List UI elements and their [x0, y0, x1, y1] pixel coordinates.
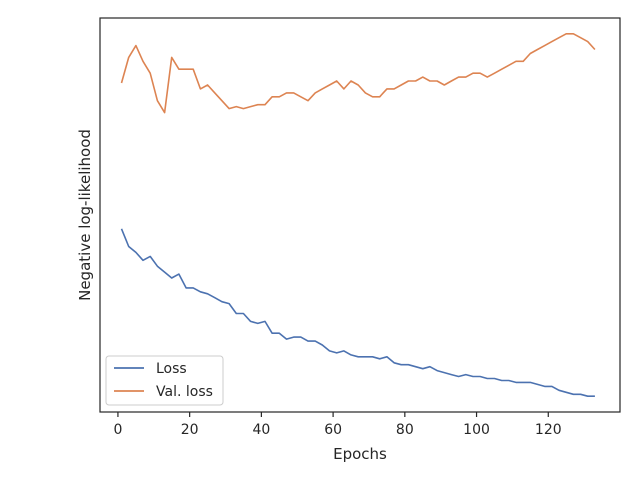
x-axis: 0 20 40 60 80 100 120: [113, 412, 562, 438]
x-tick-label: 40: [252, 422, 270, 438]
x-tick-label: 120: [535, 422, 562, 438]
y-axis-label: Negative log-likelihood: [76, 129, 94, 301]
x-axis-label: Epochs: [333, 445, 387, 463]
series-line-val-loss: [120, 32, 596, 114]
plot-area: [99, 17, 621, 413]
x-tick-label: 100: [463, 422, 490, 438]
legend-label-val-loss: Val. loss: [156, 384, 213, 400]
x-tick-label: 80: [396, 422, 414, 438]
series-lines: [120, 32, 596, 398]
legend-label-loss: Loss: [156, 361, 187, 377]
x-tick-label: 60: [324, 422, 342, 438]
x-tick-label: 0: [113, 422, 122, 438]
legend: Loss Val. loss: [105, 355, 224, 406]
series-line-loss: [120, 228, 595, 398]
x-tick-label: 20: [181, 422, 199, 438]
